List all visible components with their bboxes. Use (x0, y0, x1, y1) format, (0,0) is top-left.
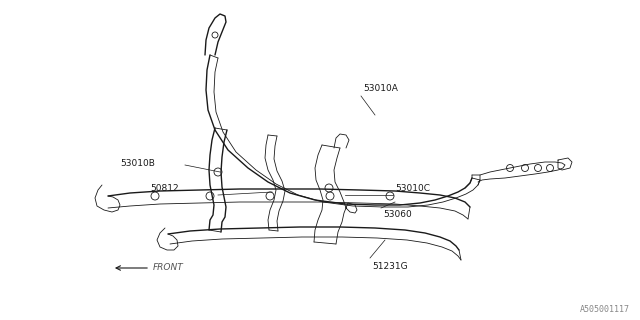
Text: 53010C: 53010C (395, 184, 430, 193)
Text: 51231G: 51231G (372, 262, 408, 271)
Text: 53010B: 53010B (120, 158, 155, 167)
Text: A505001117: A505001117 (580, 305, 630, 314)
Text: 50812: 50812 (150, 184, 179, 193)
Text: FRONT: FRONT (153, 263, 184, 273)
Text: 53060: 53060 (383, 210, 412, 219)
Text: 53010A: 53010A (363, 84, 398, 93)
